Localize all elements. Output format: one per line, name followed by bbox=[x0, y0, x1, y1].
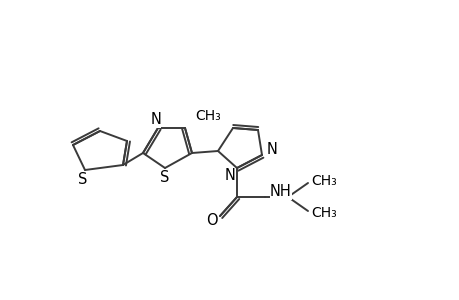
Text: N: N bbox=[150, 112, 161, 128]
Text: CH₃: CH₃ bbox=[195, 109, 220, 123]
Text: N: N bbox=[224, 167, 235, 182]
Text: S: S bbox=[160, 169, 169, 184]
Text: CH₃: CH₃ bbox=[310, 174, 336, 188]
Text: CH₃: CH₃ bbox=[310, 206, 336, 220]
Text: O: O bbox=[206, 214, 218, 229]
Text: NH: NH bbox=[269, 184, 291, 200]
Text: N: N bbox=[266, 142, 277, 158]
Text: S: S bbox=[78, 172, 88, 187]
